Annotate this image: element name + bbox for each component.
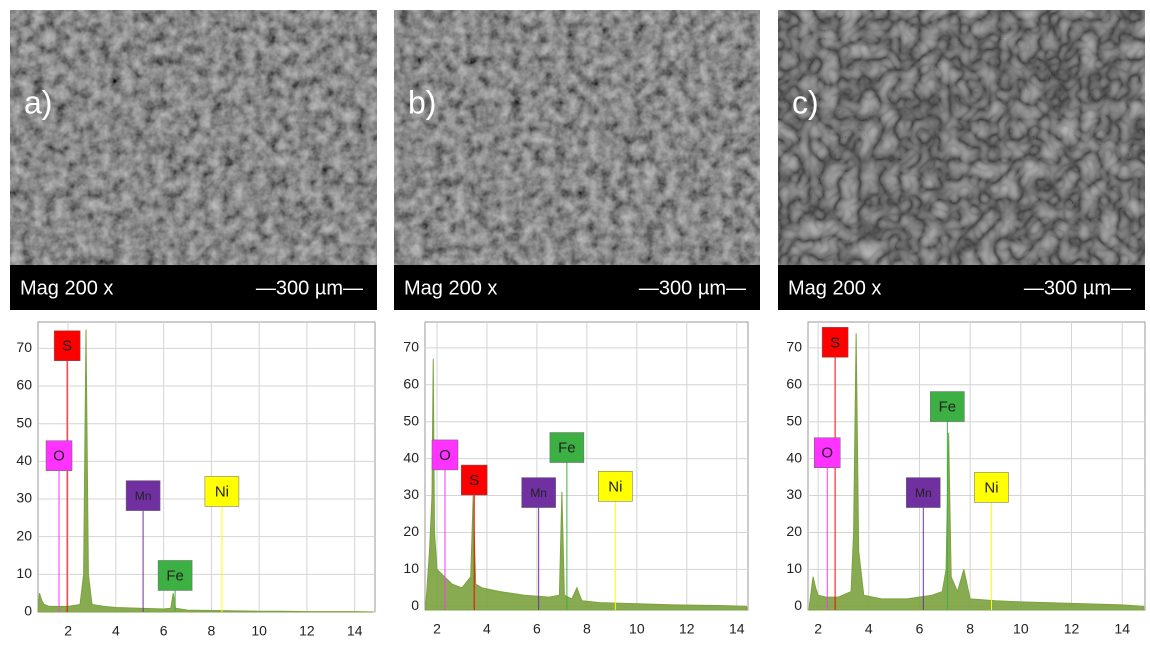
annotation-box <box>906 477 941 508</box>
annotation-box <box>598 471 633 502</box>
x-tick-label: 6 <box>916 621 924 637</box>
x-tick-label: 10 <box>1013 621 1029 637</box>
y-tick-label: 20 <box>16 527 32 543</box>
annotation-box <box>930 391 965 422</box>
y-tick-label: 70 <box>786 339 802 355</box>
scale-bar: —300 µm— <box>256 277 363 299</box>
panel-label: b) <box>408 84 436 120</box>
annotation-text: S <box>469 472 479 489</box>
y-tick-label: 60 <box>786 375 802 391</box>
annotation-text: Mn <box>915 486 932 500</box>
y-tick-label: 50 <box>403 412 419 428</box>
caption-bar <box>394 265 760 310</box>
plot-area <box>37 321 376 613</box>
sem-texture <box>778 10 1145 265</box>
y-tick-label: 60 <box>16 377 32 393</box>
magnification: Mag 200 x <box>788 277 881 299</box>
annotation-text: Fe <box>558 440 576 457</box>
annotation-box <box>814 437 841 468</box>
annotation-text: O <box>821 445 833 462</box>
annotation-text: Mn <box>135 489 152 503</box>
y-tick-label: 30 <box>16 490 32 506</box>
annotation-text: Ni <box>984 479 998 496</box>
x-tick-label: 12 <box>299 623 315 639</box>
annotation-text: Ni <box>608 478 622 495</box>
annotation-box <box>431 439 459 471</box>
annotation-box <box>53 330 81 361</box>
x-tick-label: 6 <box>533 621 541 637</box>
annotation-text: S <box>830 334 840 351</box>
x-tick-label: 4 <box>483 621 491 637</box>
annotation-box <box>204 476 240 507</box>
y-tick-label: 70 <box>403 339 419 355</box>
y-tick-label: 50 <box>786 412 802 428</box>
y-tick-label: 0 <box>411 597 419 613</box>
x-tick-label: 8 <box>583 621 591 637</box>
x-tick-label: 12 <box>679 621 695 637</box>
annotation-text: Ni <box>215 483 229 500</box>
annotation-text: Fe <box>166 567 184 584</box>
plot-area <box>807 321 1146 611</box>
x-tick-label: 10 <box>251 623 267 639</box>
spectrum-area <box>425 358 748 611</box>
magnification: Mag 200 x <box>20 277 113 299</box>
spectrum-area <box>37 329 374 613</box>
x-tick-label: 8 <box>966 621 974 637</box>
spectrum-area <box>808 333 1145 611</box>
caption-bar <box>778 265 1145 310</box>
annotation-text: S <box>62 338 72 355</box>
x-tick-label: 4 <box>112 623 120 639</box>
panel-label: a) <box>24 84 52 120</box>
panel-label: c) <box>792 84 819 120</box>
caption-bar <box>10 265 377 310</box>
annotation-box <box>549 432 585 463</box>
x-tick-label: 2 <box>64 623 72 639</box>
x-tick-label: 6 <box>160 623 168 639</box>
y-tick-label: 0 <box>24 603 32 619</box>
y-tick-label: 40 <box>403 449 419 465</box>
magnification: Mag 200 x <box>404 277 497 299</box>
scale-bar: —300 µm— <box>639 277 746 299</box>
annotation-box <box>521 477 556 508</box>
x-tick-label: 8 <box>207 623 215 639</box>
x-tick-label: 14 <box>1114 621 1130 637</box>
x-tick-label: 14 <box>729 621 745 637</box>
x-tick-label: 10 <box>629 621 645 637</box>
annotation-text: Fe <box>939 399 957 416</box>
y-tick-label: 30 <box>403 486 419 502</box>
annotation-box <box>974 472 1009 503</box>
y-tick-label: 20 <box>786 523 802 539</box>
x-tick-label: 4 <box>865 621 873 637</box>
scale-bar: —300 µm— <box>1024 277 1131 299</box>
y-tick-label: 10 <box>786 560 802 576</box>
annotation-text: O <box>439 447 451 464</box>
y-tick-label: 30 <box>786 486 802 502</box>
y-tick-label: 40 <box>16 452 32 468</box>
sem-texture <box>394 10 760 265</box>
x-tick-label: 2 <box>433 621 441 637</box>
y-tick-label: 10 <box>403 560 419 576</box>
annotation-box <box>157 560 193 591</box>
annotation-box <box>821 327 849 358</box>
x-tick-label: 14 <box>347 623 363 639</box>
sem-texture <box>10 10 377 265</box>
annotation-text: O <box>53 448 65 465</box>
annotation-box <box>460 464 488 496</box>
y-tick-label: 40 <box>786 449 802 465</box>
annotation-text: Mn <box>530 486 547 500</box>
y-tick-label: 70 <box>16 339 32 355</box>
x-tick-label: 12 <box>1064 621 1080 637</box>
annotation-box <box>45 440 73 471</box>
y-tick-label: 0 <box>794 597 802 613</box>
y-tick-label: 10 <box>16 565 32 581</box>
y-tick-label: 60 <box>403 375 419 391</box>
x-tick-label: 2 <box>814 621 822 637</box>
y-tick-label: 20 <box>403 523 419 539</box>
y-tick-label: 50 <box>16 414 32 430</box>
annotation-box <box>125 480 161 511</box>
